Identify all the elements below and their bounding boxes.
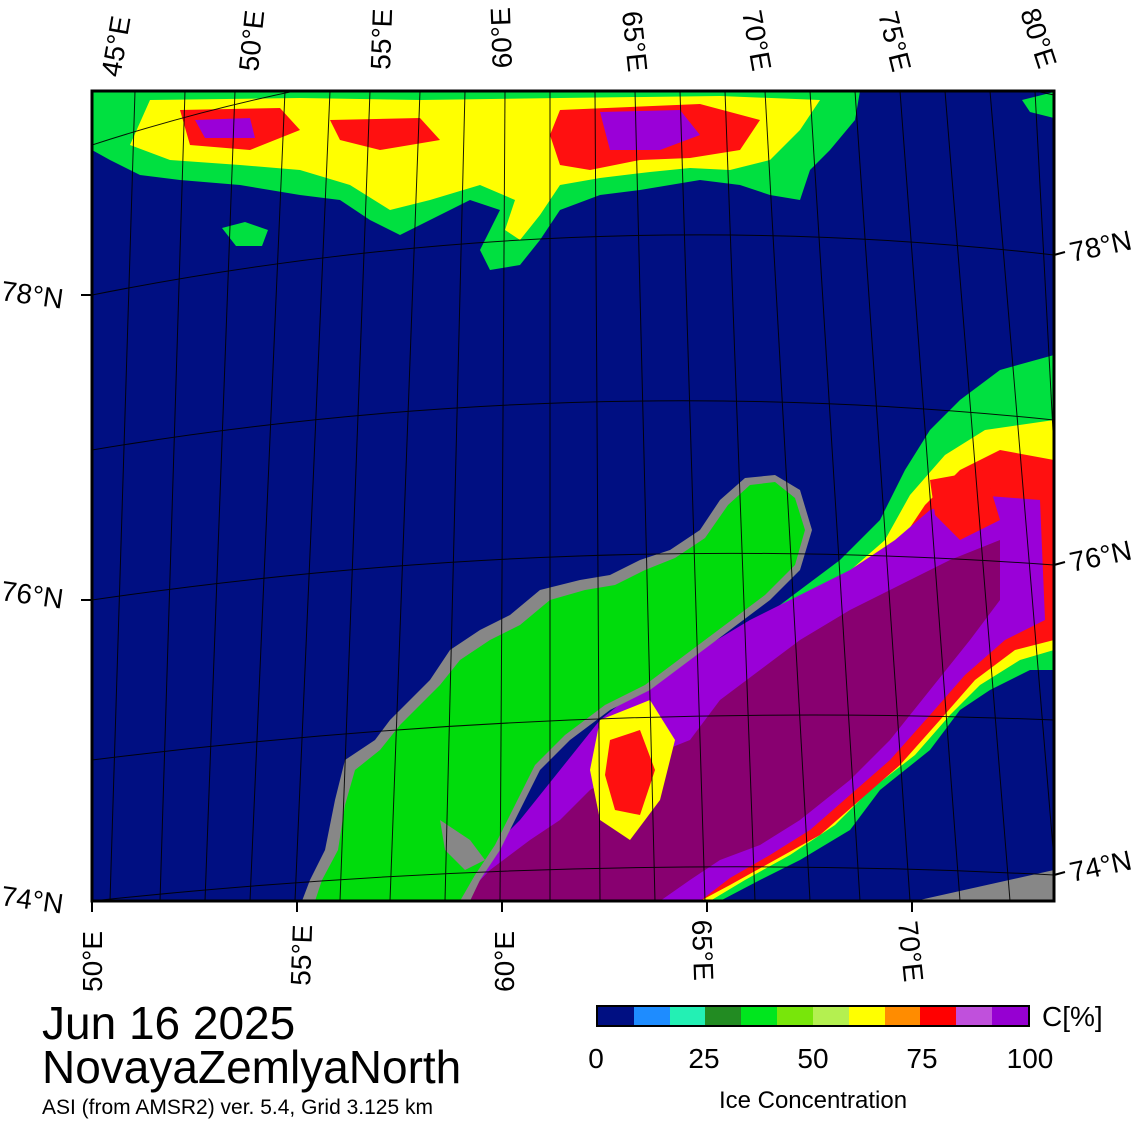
colorbar-swatch xyxy=(633,1007,670,1025)
bottom-lon-labels: 50°E 55°E 60°E 65°E 70°E xyxy=(77,919,929,992)
ice-concentration-map: 45°E 50°E 55°E 60°E 65°E 70°E 75°E 80°E … xyxy=(0,4,1135,992)
bottom-lon-label: 50°E xyxy=(77,931,108,992)
top-lon-label: 55°E xyxy=(365,8,398,70)
top-lon-label: 70°E xyxy=(736,8,777,73)
colorbar-swatch xyxy=(956,1007,993,1025)
left-lat-labels: 78°N 76°N 74°N xyxy=(0,275,65,919)
colorbar-swatch xyxy=(848,1007,885,1025)
legend-title: Ice Concentration xyxy=(718,1087,908,1114)
colorbar-swatch xyxy=(669,1007,706,1025)
land-coast-bay xyxy=(440,820,485,870)
top-lon-label: 75°E xyxy=(872,8,917,75)
east-ice-red-patch xyxy=(605,470,1000,815)
left-lat-label: 78°N xyxy=(0,275,65,314)
legend-tick: 75 xyxy=(906,1043,938,1074)
north-ice-floe xyxy=(222,222,268,246)
top-lon-label: 60°E xyxy=(485,7,518,69)
top-lon-label: 45°E xyxy=(95,14,136,79)
colorbar-swatch xyxy=(812,1007,849,1025)
data-source: ASI (from AMSR2) ver. 5.4, Grid 3.125 km xyxy=(42,1096,433,1119)
colorbar-swatch xyxy=(741,1007,778,1025)
east-ice-high xyxy=(460,540,1000,901)
legend-unit: C[%] xyxy=(1042,1001,1103,1032)
colorbar-swatch xyxy=(920,1007,957,1025)
novaya-zemlya-land xyxy=(315,482,805,901)
colorbar-swatch xyxy=(884,1007,921,1025)
legend-tick: 0 xyxy=(588,1043,604,1074)
colorbar-swatch xyxy=(598,1007,634,1025)
bottom-lon-label: 60°E xyxy=(489,931,520,992)
graticule xyxy=(92,91,1054,901)
colorbar-swatch xyxy=(777,1007,813,1025)
north-east-ice xyxy=(1022,92,1054,118)
top-lon-labels: 45°E 50°E 55°E 60°E 65°E 70°E 75°E 80°E xyxy=(95,4,1062,79)
map-date: Jun 16 2025 xyxy=(42,997,296,1049)
map-frame xyxy=(90,89,1056,903)
legend-tick: 100 xyxy=(1006,1043,1054,1074)
color-legend: C[%] 0 25 50 75 100 Ice Concentration xyxy=(588,1001,1102,1123)
left-lat-label: 74°N xyxy=(0,880,65,919)
right-lat-label: 78°N xyxy=(1067,225,1135,268)
mainland-corner xyxy=(915,870,1054,901)
legend-tick: 50 xyxy=(797,1043,829,1074)
colorbar xyxy=(596,1005,1030,1027)
right-lat-label: 74°N xyxy=(1067,845,1135,888)
top-lon-label: 65°E xyxy=(616,9,653,73)
top-lon-label: 80°E xyxy=(1014,4,1062,72)
top-lon-label: 50°E xyxy=(233,9,270,73)
legend-tick: 25 xyxy=(688,1043,720,1074)
bottom-lon-label: 65°E xyxy=(686,919,719,981)
region-name: NovayaZemlyaNorth xyxy=(42,1041,462,1093)
ticks xyxy=(81,251,1066,912)
north-ice-purple xyxy=(195,110,700,150)
colorbar-swatch xyxy=(992,1007,1028,1025)
bottom-lon-label: 55°E xyxy=(285,924,318,986)
colorbar-swatch xyxy=(705,1007,742,1025)
right-lat-label: 76°N xyxy=(1067,535,1135,578)
right-lat-labels: 78°N 76°N 74°N xyxy=(1067,225,1135,888)
bottom-lon-label: 70°E xyxy=(892,919,929,983)
left-lat-label: 76°N xyxy=(0,575,65,614)
